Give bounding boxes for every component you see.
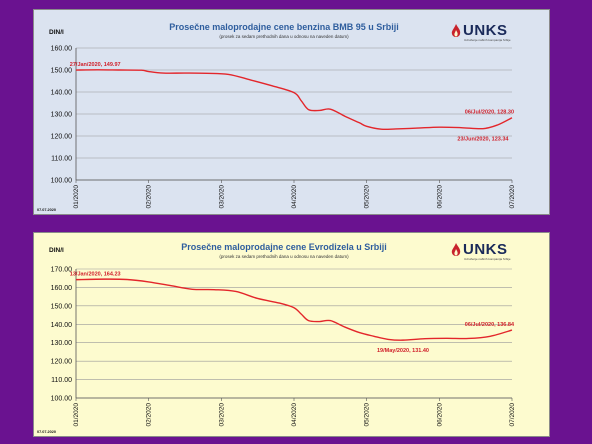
unks-logo: UNKS Udruženje naftnih kompanija Srbije xyxy=(451,240,521,262)
flame-icon xyxy=(451,243,461,256)
date-stamp: 07.07.2020 xyxy=(37,208,57,212)
x-tick-label: 07/2020 xyxy=(509,185,516,209)
y-tick-label: 100.00 xyxy=(51,396,73,403)
data-label: 19/May/2020, 131.40 xyxy=(377,348,429,354)
y-tick-label: 130.00 xyxy=(51,340,73,347)
x-tick-label: 03/2020 xyxy=(218,403,225,427)
x-tick-label: 01/2020 xyxy=(73,185,80,209)
data-label: 06/Jul/2020, 128.30 xyxy=(465,110,514,116)
x-tick-label: 04/2020 xyxy=(291,403,298,427)
chart-benzin-svg: 100.00 110.00 120.00 130.00 140.00 150.00 160.… xyxy=(51,46,516,209)
y-axis-label: DIN/l xyxy=(49,247,64,254)
y-tick-label: 100.00 xyxy=(51,178,73,185)
logo-text: UNKS xyxy=(463,22,508,39)
x-tick-label: 06/2020 xyxy=(436,403,443,427)
chart-panel-benzin: 100.00 110.00 120.00 130.00 140.00 150.00 160.… xyxy=(33,9,550,215)
series-line xyxy=(75,278,513,341)
chart-subtitle: (prosek za sedam prethodnih dana u odnos… xyxy=(219,254,349,259)
y-tick-label: 140.00 xyxy=(51,90,73,97)
x-tick-label: 02/2020 xyxy=(146,185,153,209)
series-line xyxy=(75,69,513,131)
x-tick-label: 01/2020 xyxy=(73,403,80,427)
y-tick-label: 150.00 xyxy=(51,303,73,310)
logo-tagline: Udruženje naftnih kompanija Srbije xyxy=(464,38,511,42)
y-tick-label: 140.00 xyxy=(51,322,73,329)
chart-subtitle: (prosek za sedam prethodnih dana u odnos… xyxy=(219,34,349,39)
y-tick-label: 150.00 xyxy=(51,68,73,75)
y-tick-label: 160.00 xyxy=(51,46,73,53)
y-tick-label: 110.00 xyxy=(51,156,72,163)
x-tick-label: 04/2020 xyxy=(291,185,298,209)
x-tick-label: 07/2020 xyxy=(509,403,516,427)
chart-title: Prosečne maloprodajne cene benzina BMB 9… xyxy=(169,22,399,32)
y-tick-label: 170.00 xyxy=(51,267,73,274)
chart-title: Prosečne maloprodajne cene Evrodizela u … xyxy=(181,242,387,252)
y-axis-label: DIN/l xyxy=(49,29,64,36)
x-tick-label: 05/2020 xyxy=(364,403,371,427)
data-label: 13/Jan/2020, 164.23 xyxy=(70,272,121,278)
y-tick-label: 120.00 xyxy=(51,134,73,141)
x-tick-label: 05/2020 xyxy=(364,185,371,209)
x-tick-label: 02/2020 xyxy=(146,403,153,427)
y-tick-label: 130.00 xyxy=(51,112,73,119)
logo-text: UNKS xyxy=(463,241,508,258)
data-label: 27/Jan/2020, 149.97 xyxy=(70,62,121,68)
unks-logo: UNKS Udruženje naftnih kompanija Srbije xyxy=(451,21,521,43)
chart-panel-evrodizel: 100.00 110.00 120.00 130.00 140.00 150.00 160.… xyxy=(33,232,550,437)
date-stamp: 07.07.2020 xyxy=(37,430,57,434)
data-label: 06/Jul/2020, 136.84 xyxy=(465,322,515,328)
chart-evrodizel-svg: 100.00 110.00 120.00 130.00 140.00 150.00 160.… xyxy=(51,267,516,427)
y-tick-label: 160.00 xyxy=(51,285,73,292)
y-tick-label: 110.00 xyxy=(51,377,72,384)
logo-tagline: Udruženje naftnih kompanija Srbije xyxy=(464,257,511,261)
data-label: 23/Jun/2020, 123.34 xyxy=(457,137,509,143)
x-tick-label: 06/2020 xyxy=(436,185,443,209)
flame-icon xyxy=(451,24,461,37)
y-tick-label: 120.00 xyxy=(51,359,73,366)
x-tick-label: 03/2020 xyxy=(218,185,225,209)
